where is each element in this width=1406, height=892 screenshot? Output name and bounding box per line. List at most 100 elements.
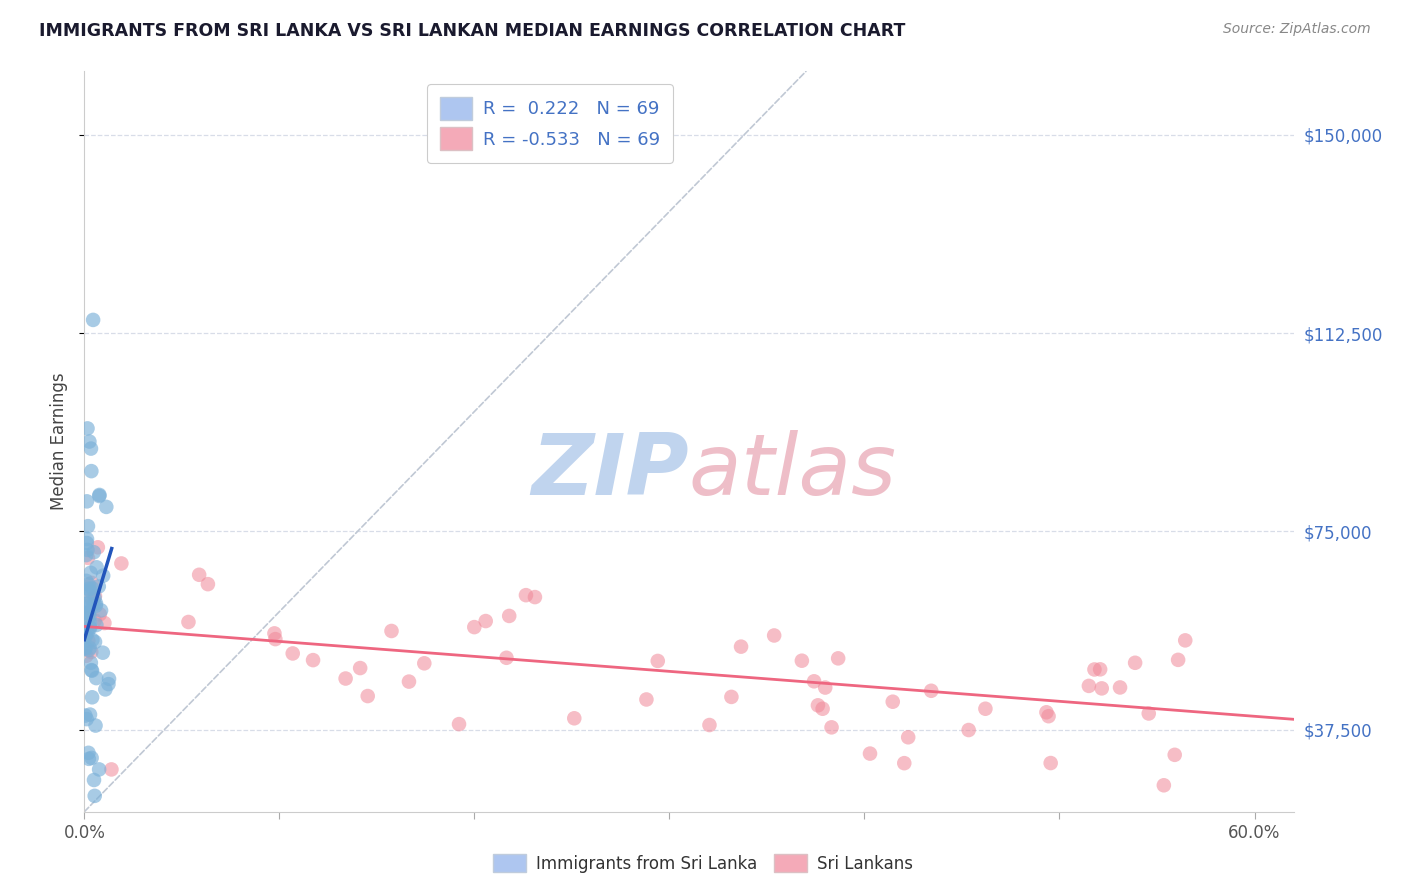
- Point: [730, 640, 752, 654]
- Point: [523, 590, 546, 604]
- Point: [398, 674, 420, 689]
- Point: [1164, 747, 1187, 762]
- Text: Source: ZipAtlas.com: Source: ZipAtlas.com: [1223, 22, 1371, 37]
- Point: [79, 620, 101, 634]
- Text: IMMIGRANTS FROM SRI LANKA VS SRI LANKAN MEDIAN EARNINGS CORRELATION CHART: IMMIGRANTS FROM SRI LANKA VS SRI LANKAN …: [39, 22, 905, 40]
- Point: [264, 632, 287, 646]
- Point: [76, 494, 98, 508]
- Point: [80, 591, 103, 606]
- Point: [75, 648, 97, 663]
- Point: [197, 577, 219, 591]
- Point: [82, 582, 104, 596]
- Point: [75, 574, 97, 588]
- Point: [1123, 656, 1146, 670]
- Point: [811, 702, 834, 716]
- Point: [80, 656, 103, 670]
- Point: [647, 654, 669, 668]
- Point: [93, 615, 115, 630]
- Point: [79, 609, 101, 624]
- Point: [413, 657, 436, 671]
- Point: [515, 588, 537, 602]
- Point: [77, 550, 100, 565]
- Point: [79, 615, 101, 630]
- Point: [974, 702, 997, 716]
- Point: [80, 664, 103, 678]
- Point: [77, 607, 100, 621]
- Point: [263, 626, 285, 640]
- Point: [1174, 633, 1197, 648]
- Point: [75, 548, 97, 562]
- Point: [188, 567, 211, 582]
- Point: [84, 596, 107, 610]
- Point: [920, 683, 942, 698]
- Point: [86, 618, 108, 632]
- Point: [302, 653, 325, 667]
- Point: [80, 442, 103, 456]
- Point: [76, 584, 98, 599]
- Point: [80, 464, 103, 478]
- Point: [1109, 681, 1132, 695]
- Legend: R =  0.222   N = 69, R = -0.533   N = 69: R = 0.222 N = 69, R = -0.533 N = 69: [427, 84, 672, 163]
- Point: [80, 575, 103, 590]
- Point: [1088, 662, 1111, 676]
- Point: [75, 599, 97, 614]
- Point: [820, 720, 842, 734]
- Legend: Immigrants from Sri Lanka, Sri Lankans: Immigrants from Sri Lanka, Sri Lankans: [486, 847, 920, 880]
- Point: [87, 541, 110, 555]
- Point: [76, 712, 98, 726]
- Point: [79, 641, 101, 656]
- Point: [790, 654, 813, 668]
- Point: [807, 698, 830, 713]
- Point: [84, 671, 107, 685]
- Point: [1091, 681, 1114, 696]
- Point: [281, 647, 304, 661]
- Point: [349, 661, 371, 675]
- Point: [720, 690, 742, 704]
- Point: [89, 489, 111, 503]
- Point: [1035, 706, 1057, 720]
- Point: [89, 488, 111, 502]
- Point: [76, 597, 98, 611]
- Point: [77, 519, 100, 533]
- Point: [380, 624, 402, 638]
- Text: ZIP: ZIP: [531, 430, 689, 513]
- Point: [80, 584, 103, 599]
- Point: [1039, 756, 1062, 770]
- Point: [84, 718, 107, 732]
- Point: [498, 609, 520, 624]
- Point: [77, 752, 100, 766]
- Point: [495, 650, 517, 665]
- Point: [76, 542, 98, 557]
- Point: [357, 689, 380, 703]
- Point: [83, 614, 105, 628]
- Point: [83, 789, 105, 803]
- Point: [882, 695, 904, 709]
- Point: [98, 672, 121, 686]
- Point: [82, 597, 104, 611]
- Point: [1167, 653, 1189, 667]
- Point: [80, 645, 103, 659]
- Point: [89, 607, 111, 622]
- Point: [75, 629, 97, 643]
- Point: [474, 614, 496, 628]
- Point: [636, 692, 658, 706]
- Point: [87, 763, 110, 777]
- Point: [763, 628, 786, 642]
- Point: [82, 632, 104, 647]
- Point: [91, 568, 114, 582]
- Point: [110, 557, 132, 571]
- Point: [84, 589, 107, 603]
- Point: [335, 672, 357, 686]
- Point: [814, 681, 837, 695]
- Point: [699, 718, 721, 732]
- Point: [96, 500, 118, 514]
- Point: [82, 313, 104, 327]
- Point: [75, 628, 97, 642]
- Point: [957, 723, 980, 737]
- Point: [80, 751, 103, 765]
- Point: [1153, 778, 1175, 792]
- Point: [84, 635, 107, 649]
- Point: [76, 597, 98, 611]
- Point: [76, 532, 98, 546]
- Point: [77, 607, 100, 621]
